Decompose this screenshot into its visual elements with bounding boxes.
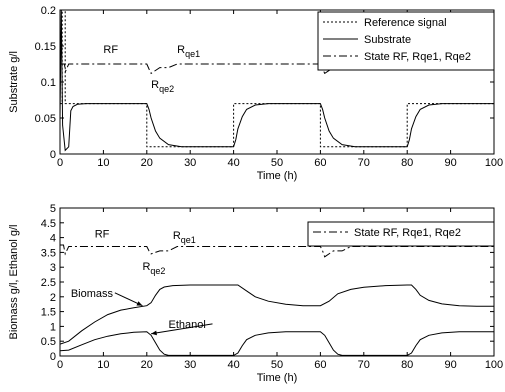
annotation-label: Rqe2 <box>151 79 174 94</box>
annotation-label: Rqe2 <box>142 261 165 276</box>
x-tick-label: 100 <box>485 157 503 169</box>
x-axis-label: Time (h) <box>257 372 298 384</box>
series-line-state-rf-rqe1-rqe2 <box>60 63 494 75</box>
annotation-label: Rqe1 <box>173 230 196 245</box>
x-tick-label: 50 <box>271 157 283 169</box>
series-line-state-rf-rqe1-rqe2 <box>60 244 494 258</box>
series-line-ethanol <box>60 331 494 356</box>
biomass-ethanol-chart: 0 10 20 30 40 50 60 70 80 90 10000.511.522.533.544… <box>8 203 503 384</box>
y-tick-label: 5 <box>50 203 56 215</box>
x-tick-label: 10 <box>97 359 109 371</box>
x-tick-label: 100 <box>485 359 503 371</box>
y-tick-label: 0.05 <box>35 113 56 125</box>
x-tick-label: 20 <box>141 359 153 371</box>
y-tick-label: 0 <box>50 149 56 161</box>
y-tick-label: 0.15 <box>35 41 56 53</box>
x-tick-label: 60 <box>314 359 326 371</box>
x-tick-label: 40 <box>227 157 239 169</box>
x-axis-label: Time (h) <box>257 170 298 182</box>
annotation-label: Biomass <box>71 288 114 300</box>
x-tick-label: 20 <box>141 157 153 169</box>
x-tick-label: 50 <box>271 359 283 371</box>
x-tick-label: 0 <box>57 157 63 169</box>
legend-label: State RF, Rqe1, Rqe2 <box>354 227 461 239</box>
x-tick-label: 30 <box>184 359 196 371</box>
x-tick-label: 60 <box>314 157 326 169</box>
legend-label: Substrate <box>364 34 411 46</box>
legend-label: State RF, Rqe1, Rqe2 <box>364 51 471 63</box>
y-axis-label: Biomass g/l, Ethanol g/l <box>8 225 20 340</box>
y-tick-label: 1 <box>50 321 56 333</box>
x-tick-label: 40 <box>227 359 239 371</box>
annotation-label: Rqe1 <box>177 44 200 59</box>
annotation-arrowhead <box>151 330 157 336</box>
x-tick-label: 70 <box>358 359 370 371</box>
series-group <box>60 10 494 152</box>
y-tick-label: 2.5 <box>41 277 56 289</box>
annotation-arrowhead <box>136 301 143 306</box>
y-axis-label: Substrate g/l <box>8 51 20 113</box>
annotation-arrow <box>151 323 213 335</box>
x-tick-label: 30 <box>184 157 196 169</box>
x-tick-label: 80 <box>401 359 413 371</box>
series-line-biomass <box>60 284 494 345</box>
x-tick-label: 0 <box>57 359 63 371</box>
legend-label: Reference signal <box>364 17 447 29</box>
y-tick-label: 0.2 <box>41 5 56 17</box>
y-tick-label: 0.5 <box>41 336 56 348</box>
y-tick-label: 1.5 <box>41 307 56 319</box>
y-tick-label: 3 <box>50 262 56 274</box>
x-tick-label: 90 <box>444 359 456 371</box>
annotation-label: RF <box>103 44 118 56</box>
annotation-label: Ethanol <box>169 319 206 331</box>
y-tick-label: 3.5 <box>41 247 56 259</box>
annotation-label: RF <box>95 229 110 241</box>
legend-box <box>307 221 495 247</box>
substrate-chart: 0 10 20 30 40 50 60 70 80 90 100 0 0.05 0.1 0.15 0.2 Tim… <box>8 5 503 182</box>
series-line-substrate <box>60 10 494 152</box>
y-tick-label: 2 <box>50 292 56 304</box>
series-group <box>60 244 494 356</box>
y-tick-label: 4 <box>50 233 56 245</box>
x-tick-label: 70 <box>358 157 370 169</box>
x-tick-label: 80 <box>401 157 413 169</box>
x-tick-label: 90 <box>444 157 456 169</box>
y-tick-label: 4.5 <box>41 218 56 230</box>
y-tick-label: 0.1 <box>41 77 56 89</box>
x-tick-label: 10 <box>97 157 109 169</box>
y-tick-label: 0 <box>50 351 56 363</box>
